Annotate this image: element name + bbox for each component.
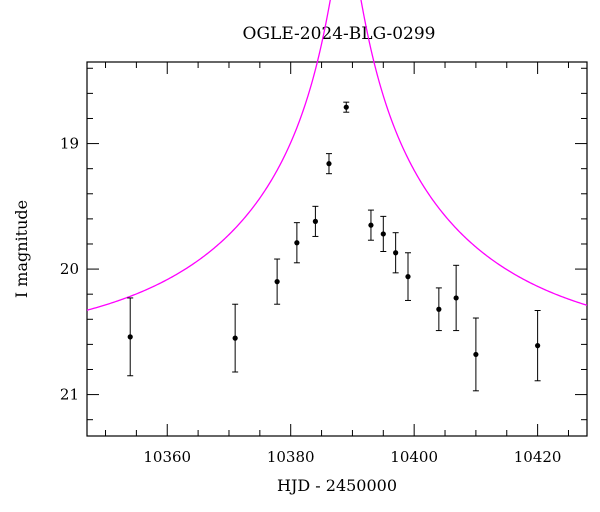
x-tick-label: 10360 — [143, 448, 191, 466]
data-point — [127, 334, 133, 340]
x-axis-label: HJD - 2450000 — [277, 476, 397, 495]
x-tick-label: 10400 — [390, 448, 438, 466]
data-point — [380, 231, 386, 237]
data-point — [232, 335, 238, 341]
y-tick-label: 19 — [60, 135, 79, 153]
data-point — [368, 222, 374, 228]
data-point — [326, 161, 332, 167]
tick-labels: 10360 10380 10400 10420 19 20 21 — [60, 135, 562, 466]
data-point — [453, 295, 459, 301]
axis-ticks — [87, 62, 587, 436]
chart-title: OGLE-2024-BLG-0299 — [243, 24, 436, 44]
model-curve — [86, 0, 588, 311]
y-tick-label: 20 — [60, 260, 79, 278]
data-point — [436, 306, 442, 312]
x-tick-label: 10380 — [267, 448, 315, 466]
data-point — [473, 351, 479, 358]
data-point — [535, 343, 541, 349]
data-point — [405, 274, 411, 280]
data-point — [393, 250, 399, 256]
plot-frame — [86, 61, 588, 437]
y-tick-label: 21 — [60, 386, 79, 404]
data-point — [274, 279, 280, 285]
y-axis-label: I magnitude — [12, 200, 31, 298]
data-point — [294, 240, 300, 246]
x-tick-label: 10420 — [514, 448, 562, 466]
data-point — [312, 218, 318, 224]
data-points — [127, 101, 541, 392]
data-point — [343, 104, 349, 110]
